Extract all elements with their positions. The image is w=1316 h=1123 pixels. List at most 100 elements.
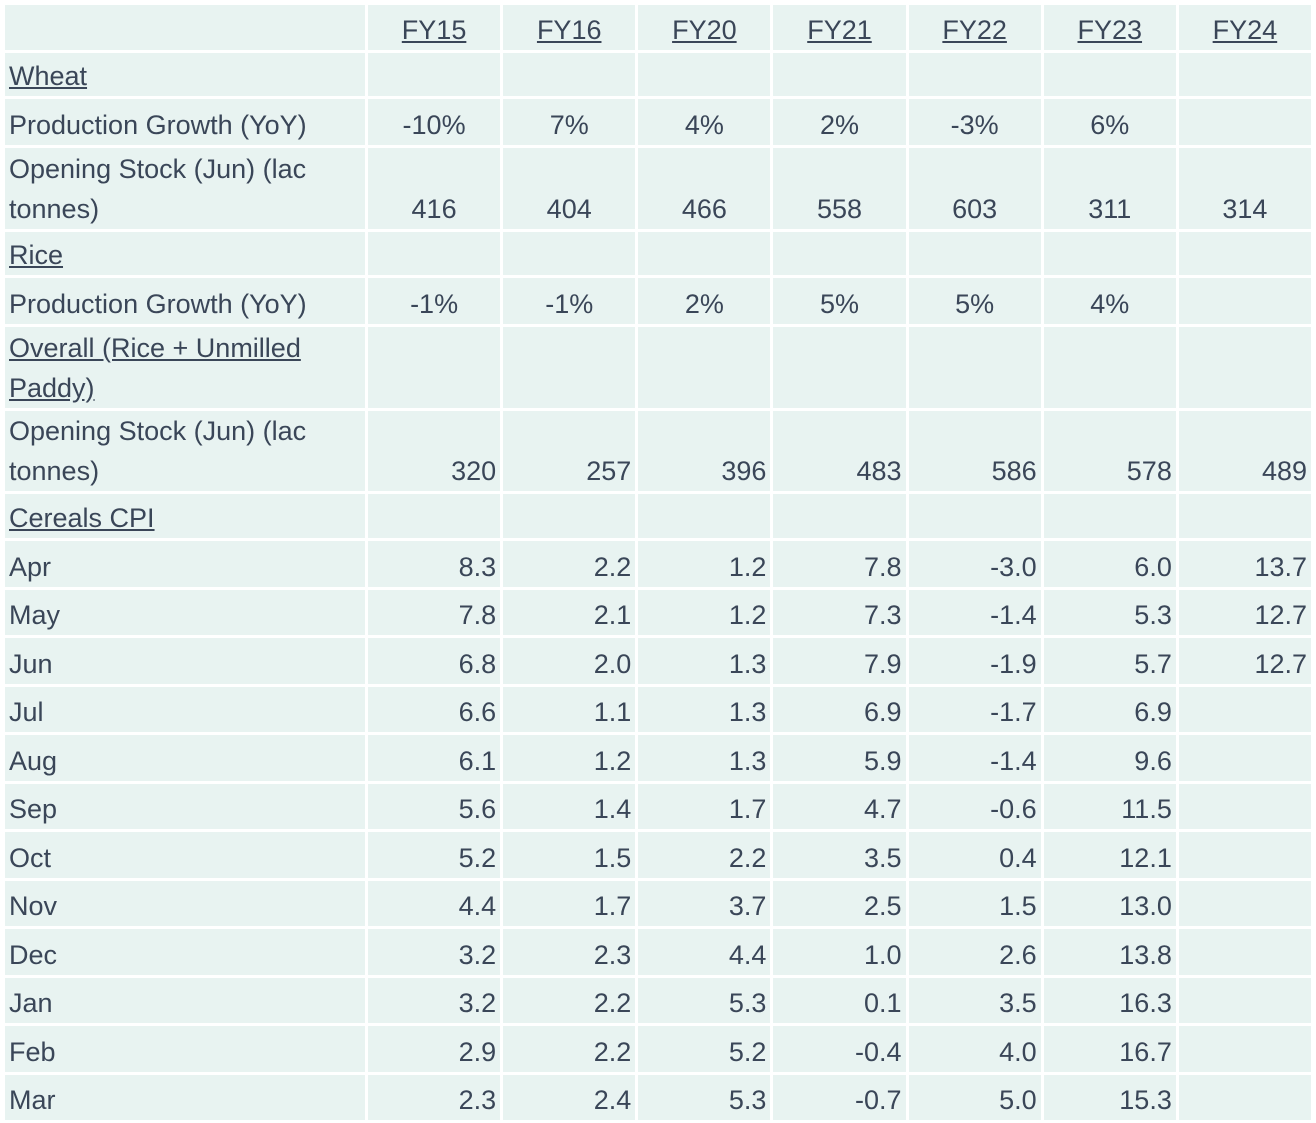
table-cell: 3.2 bbox=[368, 929, 501, 975]
table-cell: 5.3 bbox=[1043, 589, 1176, 635]
table-cell: 311 bbox=[1043, 147, 1176, 229]
header-fy24: FY24 bbox=[1178, 5, 1311, 50]
row-label: Apr bbox=[5, 541, 365, 587]
empty-cell bbox=[1178, 494, 1311, 538]
table-cell: 4% bbox=[1043, 278, 1176, 324]
row-label: Jan bbox=[5, 977, 365, 1023]
table-cell: 4.4 bbox=[368, 880, 501, 926]
empty-cell bbox=[908, 53, 1041, 97]
table-cell: 6% bbox=[1043, 99, 1176, 145]
header-fy21: FY21 bbox=[773, 5, 906, 50]
row-label: Mar bbox=[5, 1074, 365, 1120]
empty-cell bbox=[1178, 53, 1311, 97]
row-label: Feb bbox=[5, 1026, 365, 1072]
empty-cell bbox=[1043, 326, 1176, 408]
table-cell: -0.4 bbox=[773, 1026, 906, 1072]
table-cell: 6.0 bbox=[1043, 541, 1176, 587]
row-label: Jun bbox=[5, 638, 365, 684]
cpi-row-feb: Feb 2.9 2.2 5.2 -0.4 4.0 16.7 bbox=[5, 1026, 1311, 1072]
table-cell: 586 bbox=[908, 410, 1041, 492]
table-cell: 1.3 bbox=[638, 686, 771, 732]
header-label: FY20 bbox=[672, 15, 737, 45]
table-cell: 8.3 bbox=[368, 541, 501, 587]
header-row: FY15 FY16 FY20 FY21 FY22 FY23 FY24 bbox=[5, 5, 1311, 50]
table-cell: 3.2 bbox=[368, 977, 501, 1023]
table-cell: 2.3 bbox=[503, 929, 636, 975]
table-cell bbox=[1178, 880, 1311, 926]
cpi-row-may: May 7.8 2.1 1.2 7.3 -1.4 5.3 12.7 bbox=[5, 589, 1311, 635]
empty-cell bbox=[503, 326, 636, 408]
table-cell bbox=[1178, 278, 1311, 324]
table-cell: 7% bbox=[503, 99, 636, 145]
table-cell: 1.3 bbox=[638, 735, 771, 781]
empty-cell bbox=[1178, 326, 1311, 408]
table-cell: 2.3 bbox=[368, 1074, 501, 1120]
table-cell: 7.9 bbox=[773, 638, 906, 684]
table-cell: 489 bbox=[1178, 410, 1311, 492]
table-cell: 603 bbox=[908, 147, 1041, 229]
table-cell: 2.9 bbox=[368, 1026, 501, 1072]
table-cell: 5.9 bbox=[773, 735, 906, 781]
table-cell: 5.6 bbox=[368, 783, 501, 829]
table-cell: -0.7 bbox=[773, 1074, 906, 1120]
header-fy22: FY22 bbox=[908, 5, 1041, 50]
row-label: Dec bbox=[5, 929, 365, 975]
empty-cell bbox=[908, 326, 1041, 408]
empty-cell bbox=[1043, 231, 1176, 276]
cpi-row-jan: Jan 3.2 2.2 5.3 0.1 3.5 16.3 bbox=[5, 977, 1311, 1023]
empty-cell bbox=[1043, 53, 1176, 97]
table-cell: 5.7 bbox=[1043, 638, 1176, 684]
table-cell: 9.6 bbox=[1043, 735, 1176, 781]
row-label: Nov bbox=[5, 880, 365, 926]
section-title-overall: Overall (Rice + Unmilled Paddy) bbox=[5, 326, 365, 408]
cpi-row-dec: Dec 3.2 2.3 4.4 1.0 2.6 13.8 bbox=[5, 929, 1311, 975]
header-label: FY21 bbox=[807, 15, 872, 45]
table-cell: 6.9 bbox=[1043, 686, 1176, 732]
header-fy15: FY15 bbox=[368, 5, 501, 50]
table-cell: 1.1 bbox=[503, 686, 636, 732]
table-cell bbox=[1178, 735, 1311, 781]
header-label: FY22 bbox=[942, 15, 1007, 45]
table-cell: 4.4 bbox=[638, 929, 771, 975]
table-cell: 578 bbox=[1043, 410, 1176, 492]
row-label: May bbox=[5, 589, 365, 635]
table-cell: -1% bbox=[503, 278, 636, 324]
cpi-row-sep: Sep 5.6 1.4 1.7 4.7 -0.6 11.5 bbox=[5, 783, 1311, 829]
table-cell: -1.4 bbox=[908, 589, 1041, 635]
wheat-opening-stock-row: Opening Stock (Jun) (lac tonnes) 416 404… bbox=[5, 147, 1311, 229]
table-cell bbox=[1178, 832, 1311, 878]
row-label: Sep bbox=[5, 783, 365, 829]
section-title-cereals-cpi: Cereals CPI bbox=[5, 494, 365, 538]
table-cell: 3.5 bbox=[908, 977, 1041, 1023]
table-cell: 1.2 bbox=[638, 541, 771, 587]
table-cell: 5% bbox=[908, 278, 1041, 324]
header-fy16: FY16 bbox=[503, 5, 636, 50]
header-fy23: FY23 bbox=[1043, 5, 1176, 50]
table-cell bbox=[1178, 977, 1311, 1023]
table-cell: 2.2 bbox=[503, 541, 636, 587]
table-cell: 6.6 bbox=[368, 686, 501, 732]
empty-cell bbox=[773, 494, 906, 538]
empty-cell bbox=[368, 231, 501, 276]
table-cell: 5% bbox=[773, 278, 906, 324]
table-cell: 314 bbox=[1178, 147, 1311, 229]
table-cell: 16.7 bbox=[1043, 1026, 1176, 1072]
table-cell: 7.8 bbox=[773, 541, 906, 587]
table-cell: 2.0 bbox=[503, 638, 636, 684]
table-cell: 2.5 bbox=[773, 880, 906, 926]
table-cell: 5.3 bbox=[638, 1074, 771, 1120]
empty-cell bbox=[1178, 231, 1311, 276]
wheat-production-growth-row: Production Growth (YoY) -10% 7% 4% 2% -3… bbox=[5, 99, 1311, 145]
table-cell bbox=[1178, 1026, 1311, 1072]
table-cell: 13.8 bbox=[1043, 929, 1176, 975]
table-cell: 2.2 bbox=[638, 832, 771, 878]
table-cell bbox=[1178, 783, 1311, 829]
empty-cell bbox=[368, 326, 501, 408]
cpi-row-oct: Oct 5.2 1.5 2.2 3.5 0.4 12.1 bbox=[5, 832, 1311, 878]
header-label: FY16 bbox=[536, 15, 602, 45]
cpi-row-jul: Jul 6.6 1.1 1.3 6.9 -1.7 6.9 bbox=[5, 686, 1311, 732]
section-title-rice: Rice bbox=[5, 231, 365, 276]
table-cell: 1.7 bbox=[638, 783, 771, 829]
table-cell: 466 bbox=[638, 147, 771, 229]
